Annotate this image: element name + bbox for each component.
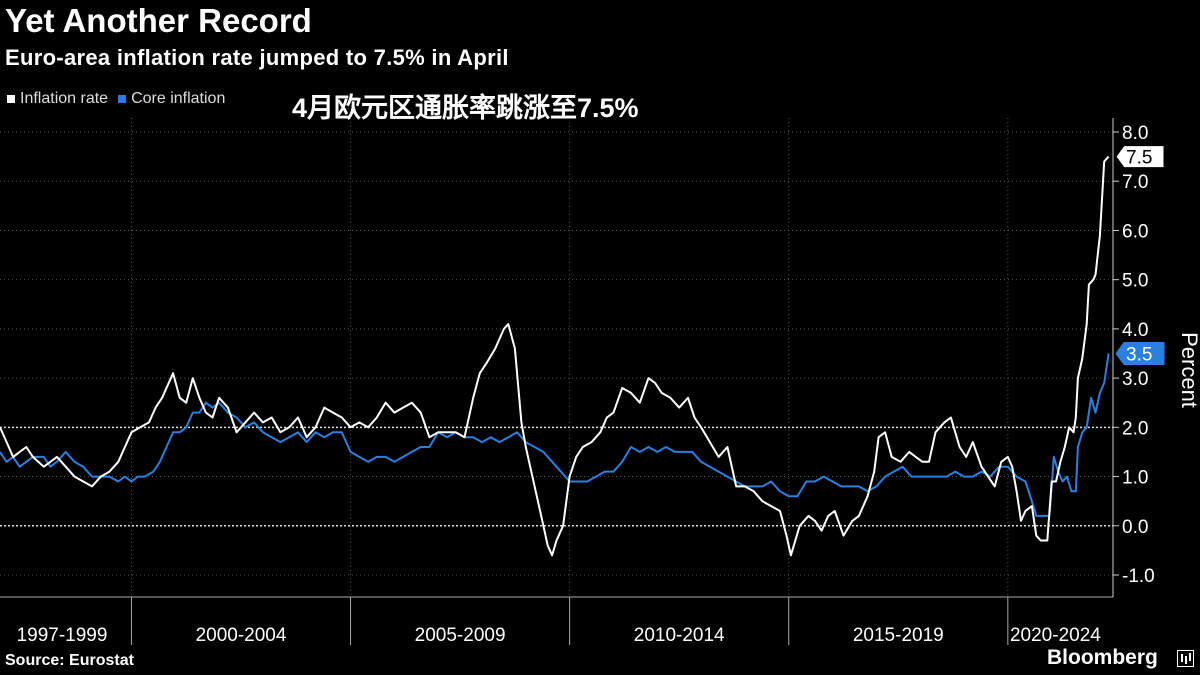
legend: Inflation rate Core inflation [7, 90, 235, 108]
period-label: 1997-1999 [17, 625, 108, 646]
end-label-core: 3.5 [1126, 345, 1152, 366]
legend-label-inflation: Inflation rate [20, 90, 109, 107]
x-axis-periods: 1997-1999 2000-2004 2005-2009 2010-2014 2015… [0, 596, 1113, 646]
y-tick-label: 3.0 [1122, 369, 1148, 390]
legend-label-core: Core inflation [131, 90, 226, 107]
y-axis-label: Percent [1177, 332, 1200, 408]
period-label: 2020-2024 [1010, 625, 1101, 646]
series-line-core-inflation [0, 353, 1110, 517]
y-tick-label: 2.0 [1122, 418, 1148, 439]
grid-lines [0, 118, 1113, 597]
y-tick-label: 5.0 [1122, 271, 1148, 292]
y-tick-label: 4.0 [1122, 320, 1148, 341]
legend-swatch-inflation [7, 95, 15, 103]
legend-item-inflation: Inflation rate [7, 90, 108, 108]
end-tag-core [1115, 342, 1165, 365]
legend-item-core: Core inflation [118, 90, 225, 108]
y-tick-label: -1.0 [1122, 566, 1155, 587]
legend-swatch-core [118, 95, 127, 103]
y-tick-label: 1.0 [1122, 468, 1148, 489]
chinese-headline: 4月欧元区通胀率跳涨至7.5% [292, 93, 639, 123]
end-label-inflation: 7.5 [1126, 148, 1152, 169]
y-tick-label: 6.0 [1122, 221, 1148, 242]
brand-logo-text: Bloomberg [1047, 646, 1158, 669]
chart-subtitle: Euro-area inflation rate jumped to 7.5% … [5, 45, 509, 70]
source-note: Source: Eurostat [5, 652, 134, 669]
chart-title: Yet Another Record [5, 2, 312, 39]
y-tick-label: 7.0 [1122, 172, 1148, 193]
period-label: 2005-2009 [415, 625, 506, 646]
y-axis: -1.0 0.0 1.0 2.0 3.0 4.0 5.0 6.0 7.0 8.0 [1112, 118, 1155, 597]
period-label: 2000-2004 [196, 625, 287, 646]
bloomberg-terminal-icon [1177, 650, 1194, 667]
period-label: 2015-2019 [853, 625, 944, 646]
series-line-inflation-rate [0, 155, 1110, 557]
end-tag-inflation [1115, 145, 1165, 169]
series-lines [0, 155, 1110, 557]
period-label: 2010-2014 [634, 625, 725, 646]
end-labels: 7.5 3.5 [1115, 145, 1165, 366]
y-tick-label: 8.0 [1122, 123, 1148, 144]
y-tick-label: 0.0 [1122, 517, 1148, 538]
